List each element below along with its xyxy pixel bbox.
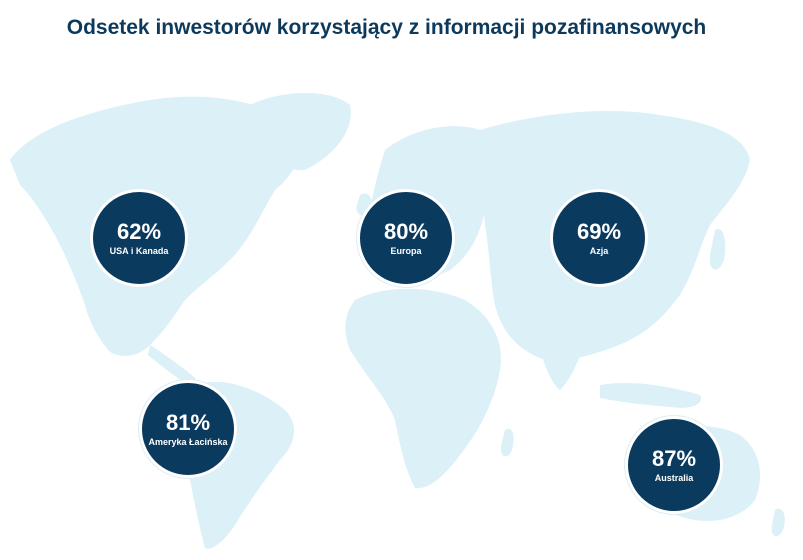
- indonesia-shape: [600, 383, 701, 408]
- region-label: Ameryka Łacińska: [148, 436, 228, 447]
- greenland-shape: [250, 92, 351, 171]
- region-percent: 87%: [651, 445, 697, 471]
- region-percent: 69%: [576, 218, 622, 244]
- new-zealand-shape: [771, 508, 785, 537]
- india-shape: [538, 318, 585, 390]
- region-asia: 69% Azja: [550, 189, 648, 287]
- africa-shape: [345, 288, 501, 489]
- region-usa-canada: 62% USA i Kanada: [90, 189, 188, 287]
- region-label: USA i Kanada: [109, 245, 169, 256]
- region-label: Azja: [589, 245, 609, 256]
- region-percent: 62%: [116, 218, 162, 244]
- region-europe: 80% Europa: [357, 189, 455, 287]
- region-percent: 81%: [165, 409, 211, 435]
- region-australia: 87% Australia: [625, 416, 723, 514]
- central-america-shape: [148, 345, 198, 388]
- region-label: Europa: [390, 245, 422, 256]
- region-label: Australia: [654, 472, 694, 483]
- region-latin-america: 81% Ameryka Łacińska: [139, 380, 237, 478]
- madagascar-shape: [500, 428, 514, 457]
- region-percent: 80%: [383, 218, 429, 244]
- japan-shape: [709, 228, 726, 270]
- page-title: Odsetek inwestorów korzystający z inform…: [66, 16, 707, 39]
